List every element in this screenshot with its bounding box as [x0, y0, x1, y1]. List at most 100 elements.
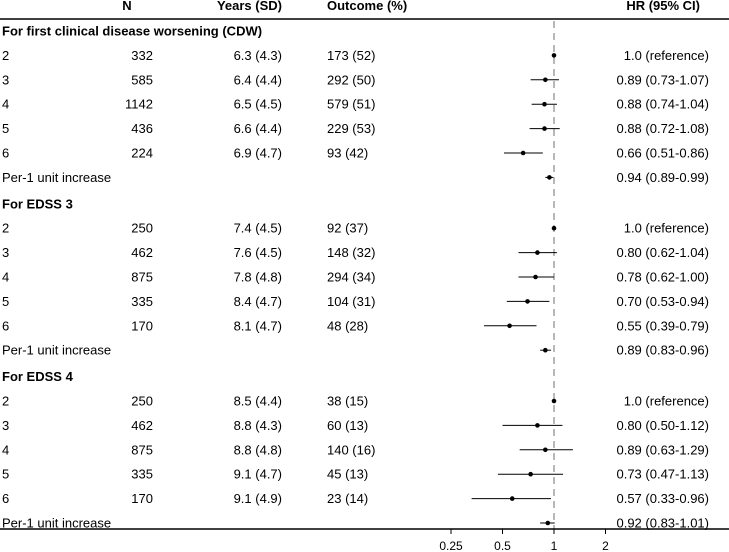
hr-point [528, 471, 533, 477]
n-value: 875 [131, 442, 153, 457]
years-value: 9.1 (4.9) [234, 491, 282, 506]
section-title: For EDSS 4 [2, 369, 74, 384]
per-unit-label: Per-1 unit increase [2, 516, 111, 531]
outcome-value: 60 (13) [327, 418, 368, 433]
outcome-value: 104 (31) [327, 294, 375, 309]
group-label: 2 [2, 48, 9, 63]
outcome-value: 579 (51) [327, 97, 375, 112]
x-axis: 0.25 0.5 1 2 [439, 528, 616, 552]
outcome-value: 292 (50) [327, 72, 375, 87]
hr-value: 0.89 (0.63-1.29) [616, 442, 709, 457]
hr-point [551, 53, 557, 58]
hr-value: 0.80 (0.50-1.12) [616, 418, 709, 433]
table-rows: For first clinical disease worsening (CD… [2, 24, 709, 531]
outcome-value: 294 (34) [327, 270, 375, 285]
header-years: Years (SD) [217, 0, 282, 13]
hr-value: 1.0 (reference) [624, 394, 709, 409]
n-value: 224 [131, 146, 153, 161]
years-value: 8.5 (4.4) [234, 394, 282, 409]
hr-value: 0.89 (0.83-0.96) [616, 343, 709, 358]
years-value: 6.4 (4.4) [234, 72, 282, 87]
n-value: 462 [131, 245, 153, 260]
n-value: 335 [131, 294, 153, 309]
years-value: 6.6 (4.4) [234, 121, 282, 136]
hr-value: 0.88 (0.74-1.04) [616, 97, 709, 112]
years-value: 6.9 (4.7) [234, 146, 282, 161]
hr-value: 0.73 (0.47-1.13) [616, 467, 709, 482]
outcome-value: 173 (52) [327, 48, 375, 63]
hr-value: 0.66 (0.51-0.86) [616, 146, 709, 161]
years-value: 7.6 (4.5) [234, 245, 282, 260]
n-value: 1142 [125, 97, 153, 112]
x-tick-label: 0.5 [494, 539, 511, 552]
hr-value: 0.92 (0.83-1.01) [616, 516, 709, 531]
hr-point [542, 101, 547, 107]
header-outcome: Outcome (%) [327, 0, 407, 13]
years-value: 8.8 (4.8) [234, 442, 282, 457]
hr-point [535, 250, 540, 255]
plot-marks [471, 53, 573, 526]
group-label: 5 [2, 294, 9, 309]
hr-point [542, 126, 547, 131]
outcome-value: 38 (15) [327, 394, 368, 409]
hr-value: 0.78 (0.62-1.00) [616, 270, 709, 285]
group-label: 5 [2, 467, 9, 482]
years-value: 8.1 (4.7) [234, 318, 282, 333]
hr-value: 0.94 (0.89-0.99) [616, 170, 709, 185]
hr-point [535, 423, 540, 428]
hr-point [551, 398, 557, 404]
hr-point [545, 520, 551, 526]
group-label: 2 [2, 394, 9, 409]
n-value: 332 [131, 48, 153, 63]
x-tick-label: 2 [602, 539, 609, 552]
group-label: 3 [2, 245, 9, 260]
section-title: For first clinical disease worsening (CD… [2, 24, 262, 39]
group-label: 6 [2, 491, 9, 506]
section-title: For EDSS 3 [2, 196, 73, 211]
hr-point [543, 77, 548, 83]
group-label: 3 [2, 418, 9, 433]
header-row: N Years (SD) Outcome (%) HR (95% CI) [122, 0, 700, 13]
hr-point [551, 225, 557, 231]
years-value: 7.4 (4.5) [234, 221, 282, 236]
group-label: 4 [2, 97, 9, 112]
hr-point [547, 175, 552, 180]
outcome-value: 48 (28) [327, 318, 368, 333]
x-tick-label: 1 [551, 539, 558, 552]
hr-value: 0.57 (0.33-0.96) [616, 491, 709, 506]
group-label: 4 [2, 270, 9, 285]
years-value: 8.8 (4.3) [234, 418, 282, 433]
outcome-value: 93 (42) [327, 146, 368, 161]
outcome-value: 140 (16) [327, 442, 375, 457]
hr-value: 1.0 (reference) [624, 221, 709, 236]
n-value: 436 [131, 121, 153, 136]
group-label: 6 [2, 318, 9, 333]
hr-value: 0.70 (0.53-0.94) [616, 294, 709, 309]
group-label: 3 [2, 72, 9, 87]
hr-point [507, 323, 512, 329]
hr-value: 0.80 (0.62-1.04) [616, 245, 709, 260]
hr-value: 0.55 (0.39-0.79) [616, 318, 709, 333]
hr-point [543, 347, 548, 353]
x-tick-label: 0.25 [439, 539, 463, 552]
n-value: 462 [131, 418, 153, 433]
hr-value: 1.0 (reference) [624, 48, 709, 63]
group-label: 2 [2, 221, 9, 236]
outcome-value: 45 (13) [327, 467, 368, 482]
hr-point [533, 274, 538, 280]
years-value: 8.4 (4.7) [234, 294, 282, 309]
group-label: 4 [2, 442, 9, 457]
outcome-value: 23 (14) [327, 491, 368, 506]
n-value: 250 [131, 394, 153, 409]
n-value: 250 [131, 221, 153, 236]
per-unit-label: Per-1 unit increase [2, 170, 111, 185]
n-value: 170 [131, 318, 153, 333]
n-value: 170 [131, 491, 153, 506]
header-hr: HR (95% CI) [626, 0, 700, 13]
per-unit-label: Per-1 unit increase [2, 343, 111, 358]
hr-point [520, 150, 526, 156]
hr-value: 0.88 (0.72-1.08) [616, 121, 709, 136]
hr-value: 0.89 (0.73-1.07) [616, 72, 709, 87]
group-label: 6 [2, 146, 9, 161]
